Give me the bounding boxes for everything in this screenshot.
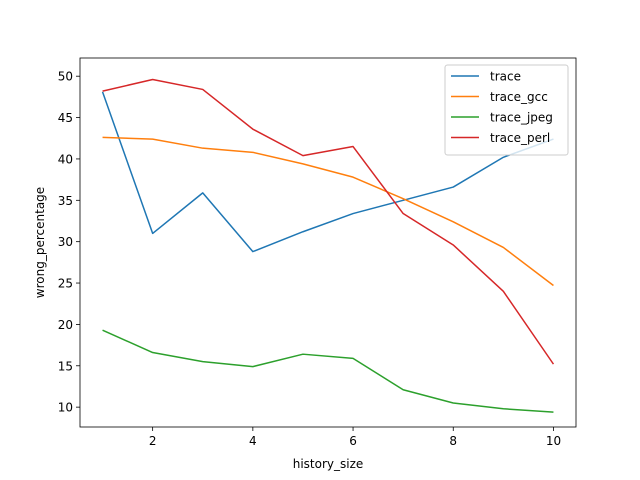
- legend-label-trace: trace: [490, 70, 521, 84]
- y-tick-label: 35: [58, 194, 73, 208]
- legend-label-trace_gcc: trace_gcc: [490, 90, 548, 104]
- y-tick-label: 30: [58, 235, 73, 249]
- y-axis-label: wrong_percentage: [33, 187, 47, 298]
- x-tick-label: 8: [449, 434, 457, 448]
- x-tick-label: 10: [546, 434, 561, 448]
- y-tick-label: 15: [58, 359, 73, 373]
- series-line-trace_gcc: [102, 136, 554, 287]
- series-layer: [101, 78, 555, 413]
- x-tick-label: 4: [249, 434, 257, 448]
- series-line-trace_perl: [102, 78, 555, 365]
- legend-label-trace_perl: trace_perl: [490, 131, 550, 145]
- y-tick-label: 25: [58, 277, 73, 291]
- y-tick-label: 45: [58, 111, 73, 125]
- y-tick-label: 10: [58, 401, 73, 415]
- legend-box: [444, 64, 569, 156]
- y-tick-label: 40: [58, 152, 73, 166]
- y-tick-label: 20: [58, 318, 73, 332]
- legend-label-trace_jpeg: trace_jpeg: [490, 111, 553, 125]
- y-axis: 10 15 20 25 30 35 40 45 50: [58, 70, 80, 415]
- plot-frame: [79, 57, 577, 428]
- legend: trace trace_gcc trace_jpeg trace_perl: [444, 64, 569, 156]
- series-line-trace_jpeg: [102, 329, 554, 413]
- series-line-trace: [101, 91, 554, 253]
- x-tick-label: 6: [349, 434, 357, 448]
- x-tick-label: 2: [149, 434, 157, 448]
- x-axis-label: history_size: [293, 457, 364, 471]
- x-axis: 2 4 6 8 10: [149, 427, 561, 448]
- y-tick-label: 50: [58, 70, 73, 84]
